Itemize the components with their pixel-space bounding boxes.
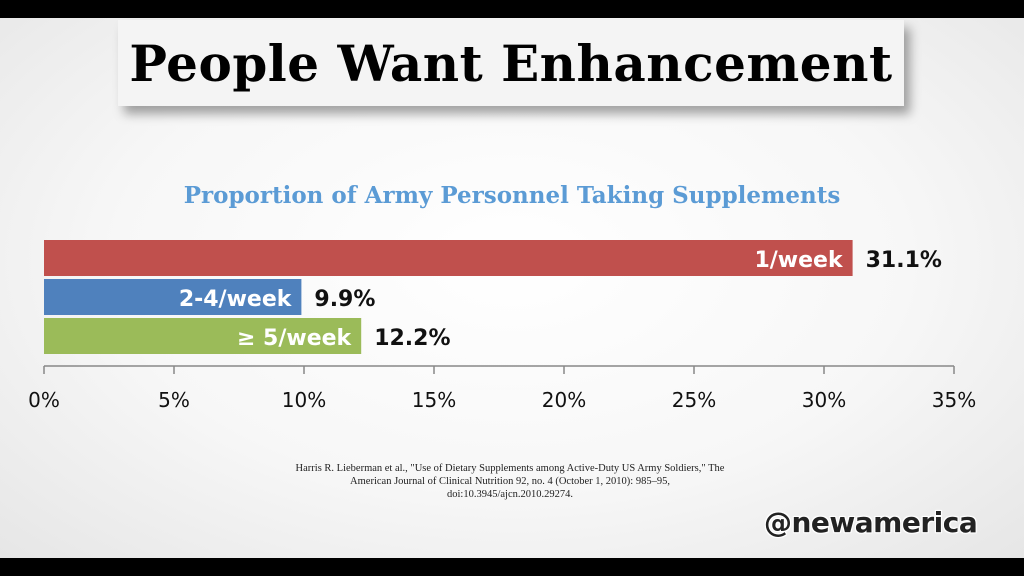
bar-value-label-0: 31.1% [866,248,942,273]
source-citation: Harris R. Lieberman et al., "Use of Diet… [230,462,790,501]
source-line-2: American Journal of Clinical Nutrition 9… [350,476,670,487]
x-tick-label-3: 15% [412,388,456,412]
x-tick-label-4: 20% [542,388,586,412]
x-tick-label-0: 0% [28,388,60,412]
title-box: People Want Enhancement [118,20,904,106]
slide-title: People Want Enhancement [129,33,893,93]
bar-chart: 1/week 31.1% 2-4/week 9.9% ≥ 5/week 12.2% 0% 5%… [28,240,976,412]
x-tick-label-7: 35% [932,388,976,412]
bar-value-label-2: 12.2% [374,326,450,351]
x-tick-label-1: 5% [158,388,190,412]
watermark: @newamerica [764,506,978,539]
x-tick-label-5: 25% [672,388,716,412]
bar-category-label-1: 2-4/week [179,287,293,312]
bar-1 [44,279,302,315]
x-tick-label-2: 10% [282,388,326,412]
bar-category-label-0: 1/week [754,248,844,273]
chart-title: Proportion of Army Personnel Taking Supp… [183,182,841,209]
bar-category-label-2: ≥ 5/week [237,326,353,351]
slide: People Want Enhancement Proportion of Ar… [0,18,1024,558]
bar-value-label-1: 9.9% [314,287,375,312]
source-line-3: doi:10.3945/ajcn.2010.29274. [447,489,573,500]
bar-2 [44,318,362,354]
x-tick-label-6: 30% [802,388,846,412]
source-line-1: Harris R. Lieberman et al., "Use of Diet… [295,463,725,474]
bar-0 [44,240,853,276]
